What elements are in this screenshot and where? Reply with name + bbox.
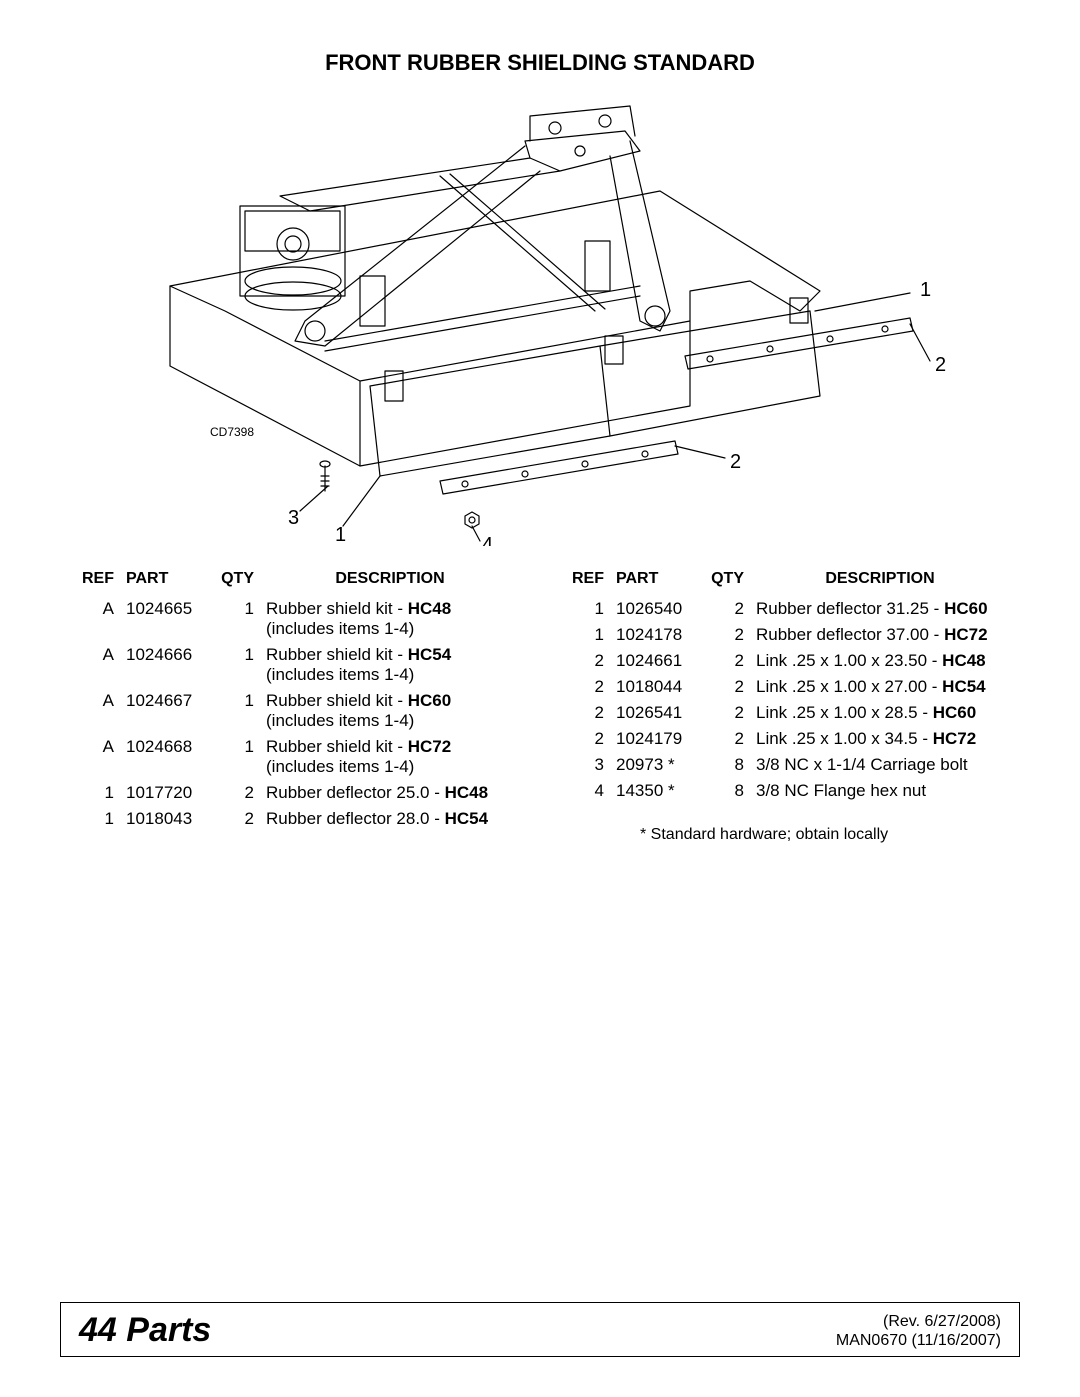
cell-qty: 2 (210, 806, 260, 832)
cell-part: 1026541 (610, 700, 700, 726)
cell-qty: 1 (210, 688, 260, 734)
callout-2b: 2 (730, 451, 741, 473)
cell-part: 1024665 (120, 596, 210, 642)
cell-desc: Link .25 x 1.00 x 34.5 - HC72 (750, 726, 1010, 752)
cell-desc: Rubber deflector 28.0 - HC54 (260, 806, 520, 832)
footer-rev: (Rev. 6/27/2008) (836, 1312, 1001, 1331)
cell-ref: 4 (560, 778, 610, 804)
cell-part: 1018044 (610, 674, 700, 700)
table-row: 210241792Link .25 x 1.00 x 34.5 - HC72 (560, 726, 1010, 752)
callout-4: 4 (482, 534, 493, 546)
table-row: 210180442Link .25 x 1.00 x 27.00 - HC54 (560, 674, 1010, 700)
parts-table-left: REF PART QTY DESCRIPTION A10246651Rubber… (70, 566, 520, 844)
cell-qty: 2 (700, 674, 750, 700)
cell-ref: 1 (70, 780, 120, 806)
cell-ref: 2 (560, 648, 610, 674)
table-row: 110265402Rubber deflector 31.25 - HC60 (560, 596, 1010, 622)
cell-part: 1026540 (610, 596, 700, 622)
cell-ref: 2 (560, 674, 610, 700)
footnote: * Standard hardware; obtain locally (560, 826, 1010, 844)
callout-1b: 1 (335, 524, 346, 546)
cell-part: 1024178 (610, 622, 700, 648)
callout-3: 3 (288, 507, 299, 529)
parts-table-right: REF PART QTY DESCRIPTION 110265402Rubber… (560, 566, 1010, 844)
table-row: 110177202Rubber deflector 25.0 - HC48 (70, 780, 520, 806)
section-name: Parts (126, 1311, 211, 1349)
footer-section: 44 Parts (79, 1311, 211, 1350)
callout-2a: 2 (935, 354, 946, 376)
cell-qty: 2 (700, 726, 750, 752)
cell-desc: Link .25 x 1.00 x 28.5 - HC60 (750, 700, 1010, 726)
col-part: PART (120, 566, 210, 596)
table-row: 110241782Rubber deflector 37.00 - HC72 (560, 622, 1010, 648)
cell-ref: 1 (560, 596, 610, 622)
cell-desc: Rubber deflector 31.25 - HC60 (750, 596, 1010, 622)
page-number: 44 (79, 1311, 117, 1349)
col-qty: QTY (210, 566, 260, 596)
cell-ref: 3 (560, 752, 610, 778)
cell-part: 1024661 (610, 648, 700, 674)
footer-man: MAN0670 (11/16/2007) (836, 1331, 1001, 1350)
table-row: 210246612Link .25 x 1.00 x 23.50 - HC48 (560, 648, 1010, 674)
cell-qty: 2 (700, 700, 750, 726)
col-part: PART (610, 566, 700, 596)
col-qty: QTY (700, 566, 750, 596)
cell-part: 1018043 (120, 806, 210, 832)
cell-ref: A (70, 734, 120, 780)
cell-qty: 2 (210, 780, 260, 806)
table-row: A10246651Rubber shield kit - HC48(includ… (70, 596, 520, 642)
cell-qty: 8 (700, 752, 750, 778)
cell-part: 14350 * (610, 778, 700, 804)
cell-qty: 2 (700, 648, 750, 674)
cell-ref: A (70, 642, 120, 688)
cell-qty: 2 (700, 596, 750, 622)
cell-part: 1024668 (120, 734, 210, 780)
table-row: A10246661Rubber shield kit - HC54(includ… (70, 642, 520, 688)
cell-part: 1024667 (120, 688, 210, 734)
col-desc: DESCRIPTION (260, 566, 520, 596)
cell-ref: 2 (560, 726, 610, 752)
cell-ref: 1 (70, 806, 120, 832)
cell-desc: 3/8 NC Flange hex nut (750, 778, 1010, 804)
cell-desc: Rubber shield kit - HC54(includes items … (260, 642, 520, 688)
cell-qty: 1 (210, 642, 260, 688)
cell-qty: 8 (700, 778, 750, 804)
cell-desc: Rubber shield kit - HC48(includes items … (260, 596, 520, 642)
cell-qty: 1 (210, 596, 260, 642)
table-row: A10246671Rubber shield kit - HC60(includ… (70, 688, 520, 734)
cell-ref: A (70, 688, 120, 734)
cell-ref: A (70, 596, 120, 642)
table-row: 210265412Link .25 x 1.00 x 28.5 - HC60 (560, 700, 1010, 726)
callout-1a: 1 (920, 279, 931, 301)
cell-desc: 3/8 NC x 1-1/4 Carriage bolt (750, 752, 1010, 778)
cell-desc: Rubber deflector 37.00 - HC72 (750, 622, 1010, 648)
col-ref: REF (70, 566, 120, 596)
parts-diagram: CD7398 1 2 2 3 1 4 (130, 96, 950, 546)
page-footer: 44 Parts (Rev. 6/27/2008) MAN0670 (11/16… (60, 1302, 1020, 1357)
parts-tables: REF PART QTY DESCRIPTION A10246651Rubber… (60, 566, 1020, 844)
table-row: 414350 *83/8 NC Flange hex nut (560, 778, 1010, 804)
table-row: 320973 *83/8 NC x 1-1/4 Carriage bolt (560, 752, 1010, 778)
cell-qty: 1 (210, 734, 260, 780)
page-title: FRONT RUBBER SHIELDING STANDARD (60, 50, 1020, 76)
cell-desc: Rubber shield kit - HC72(includes items … (260, 734, 520, 780)
col-desc: DESCRIPTION (750, 566, 1010, 596)
diagram-code: CD7398 (210, 425, 254, 439)
cell-part: 20973 * (610, 752, 700, 778)
cell-desc: Link .25 x 1.00 x 23.50 - HC48 (750, 648, 1010, 674)
table-row: 110180432Rubber deflector 28.0 - HC54 (70, 806, 520, 832)
cell-desc: Link .25 x 1.00 x 27.00 - HC54 (750, 674, 1010, 700)
cell-part: 1024179 (610, 726, 700, 752)
cell-desc: Rubber deflector 25.0 - HC48 (260, 780, 520, 806)
cell-ref: 1 (560, 622, 610, 648)
col-ref: REF (560, 566, 610, 596)
cell-part: 1024666 (120, 642, 210, 688)
cell-ref: 2 (560, 700, 610, 726)
cell-qty: 2 (700, 622, 750, 648)
table-row: A10246681Rubber shield kit - HC72(includ… (70, 734, 520, 780)
cell-desc: Rubber shield kit - HC60(includes items … (260, 688, 520, 734)
cell-part: 1017720 (120, 780, 210, 806)
